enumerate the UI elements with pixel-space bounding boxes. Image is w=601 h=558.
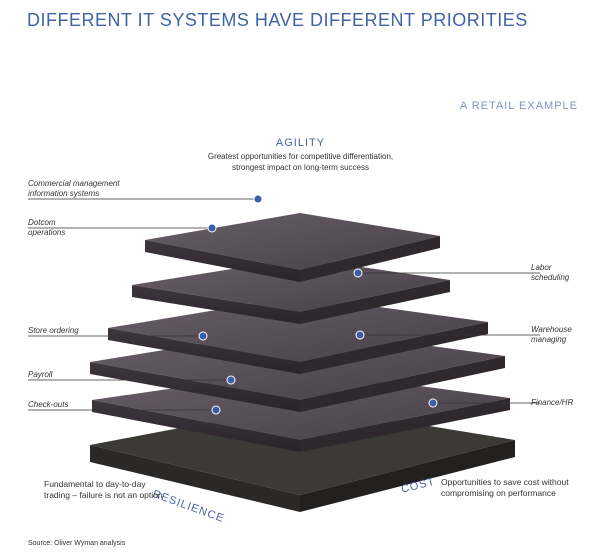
label-cmis: Commercial management information system… [28, 179, 120, 199]
cost-note-line-2: compromising on performance [441, 488, 569, 499]
label-dotcom: Dotcom operations [28, 218, 65, 238]
dot-dotcom [208, 224, 216, 232]
resilience-note-line-1: Fundamental to day-to-day [44, 479, 163, 490]
label-warehouse-managing: Warehouse managing [531, 325, 572, 345]
resilience-note: Fundamental to day-to-day trading – fail… [44, 479, 163, 501]
cost-note: Opportunities to save cost without compr… [441, 477, 569, 499]
label-finance-hr: Finance/HR [531, 398, 573, 408]
dot-warehouse [356, 331, 364, 339]
label-store-ordering: Store ordering [28, 326, 79, 336]
dot-finance [429, 399, 437, 407]
label-labor-scheduling: Labor scheduling [531, 263, 569, 283]
label-payroll: Payroll [28, 370, 52, 380]
source-note: Source: Oliver Wyman analysis [28, 540, 125, 547]
dot-labor [354, 269, 362, 277]
dot-payroll [227, 376, 235, 384]
resilience-note-line-2: trading – failure is not an option [44, 490, 163, 501]
dot-store [199, 332, 207, 340]
dot-checkouts [212, 406, 220, 414]
cost-note-line-1: Opportunities to save cost without [441, 477, 569, 488]
label-check-outs: Check-outs [28, 400, 68, 410]
dot-cmis [254, 195, 262, 203]
